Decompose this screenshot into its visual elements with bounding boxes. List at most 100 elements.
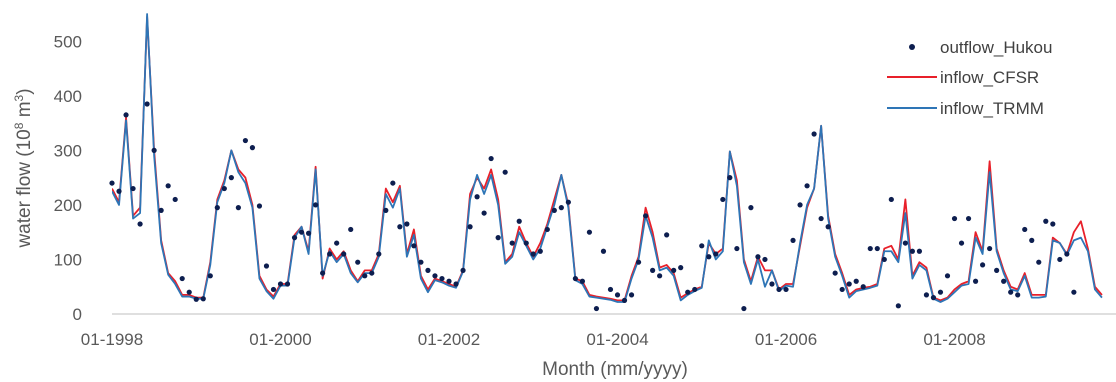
data-point-outflow-hukou [376,251,382,257]
data-point-outflow-hukou [853,278,859,284]
data-point-outflow-hukou [741,305,747,312]
data-point-outflow-hukou [291,235,298,241]
data-point-outflow-hukou [509,240,515,246]
data-point-outflow-hukou [1029,237,1035,243]
plot-area [109,13,1116,315]
data-point-outflow-hukou [1050,221,1056,227]
y-tick-label: 200 [54,196,82,215]
data-point-outflow-hukou [987,245,993,252]
data-point-outflow-hukou [544,226,550,233]
data-point-outflow-hukou [923,292,930,298]
data-point-outflow-hukou [474,194,480,200]
data-point-outflow-hukou [418,259,424,265]
y-axis-title: water flow (108 m3) [12,88,35,248]
data-point-outflow-hukou [137,221,143,227]
data-point-outflow-hukou [1064,251,1070,257]
data-point-outflow-hukou [678,265,684,271]
data-point-outflow-hukou [713,251,719,257]
x-tick-label: 01-1998 [81,330,143,349]
y-axis-title-close: ) [14,88,35,94]
data-point-outflow-hukou [980,262,986,268]
data-point-outflow-hukou [397,224,403,230]
data-point-outflow-hukou [1015,292,1021,298]
data-point-outflow-hukou [762,256,768,263]
data-point-outflow-hukou [671,267,677,273]
data-point-outflow-hukou [495,235,501,241]
data-point-outflow-hukou [221,185,227,192]
data-point-outflow-hukou [369,270,375,276]
data-point-outflow-hukou [699,243,705,249]
data-point-outflow-hukou [277,281,284,287]
data-point-outflow-hukou [706,254,712,260]
data-point-outflow-hukou [586,229,593,235]
data-point-outflow-hukou [228,175,234,181]
data-point-outflow-hukou [172,196,178,203]
series-line-inflow-trmm [112,13,1103,303]
data-point-outflow-hukou [334,240,340,246]
data-point-outflow-hukou [811,131,817,137]
data-point-outflow-hukou [972,278,979,284]
data-point-outflow-hukou [348,226,354,233]
data-point-outflow-hukou [839,286,845,293]
data-point-outflow-hukou [593,305,600,312]
data-point-outflow-hukou [846,281,852,287]
data-point-outflow-hukou [537,248,543,254]
data-point-outflow-hukou [650,267,656,273]
data-point-outflow-hukou [895,303,901,309]
data-point-outflow-hukou [804,183,810,189]
data-point-outflow-hukou [1071,289,1077,295]
x-tick-label: 01-2002 [418,330,480,349]
data-point-outflow-hukou [1036,259,1042,265]
legend-item-outflow-hukou: outflow_Hukou [909,38,1052,57]
data-point-outflow-hukou [769,281,775,287]
data-point-outflow-hukou [664,232,670,238]
data-point-outflow-hukou [1022,226,1028,233]
data-point-outflow-hukou [642,213,649,219]
x-axis-ticks: 01-1998 01-2000 01-2002 01-2004 01-2006 01-20… [81,330,986,349]
data-point-outflow-hukou [488,155,494,162]
series-points-outflow-hukou [109,101,1077,312]
legend-label-outflow-hukou: outflow_Hukou [940,38,1052,57]
legend-marker-outflow-hukou [909,44,915,50]
data-point-outflow-hukou [305,230,312,236]
data-point-outflow-hukou [109,180,115,186]
legend-item-inflow-trmm: inflow_TRMM [887,99,1044,118]
data-point-outflow-hukou [685,289,691,295]
data-point-outflow-hukou [235,205,241,211]
data-point-outflow-hukou [242,137,248,144]
data-point-outflow-hukou [383,207,389,213]
data-point-outflow-hukou [1043,218,1049,224]
data-point-outflow-hukou [818,215,824,222]
data-point-outflow-hukou [327,251,333,257]
x-tick-label: 01-2004 [586,330,648,349]
data-point-outflow-hukou [355,259,361,265]
data-point-outflow-hukou [628,292,635,298]
data-point-outflow-hukou [755,254,761,260]
data-point-outflow-hukou [516,218,522,224]
data-point-outflow-hukou [481,210,487,216]
data-point-outflow-hukou [965,215,972,222]
data-point-outflow-hukou [916,248,923,254]
data-point-outflow-hukou [313,202,319,208]
data-point-outflow-hukou [123,112,129,118]
data-point-outflow-hukou [249,145,256,151]
y-axis-title-sup: 8 [12,122,26,129]
data-point-outflow-hukou [151,147,157,153]
data-point-outflow-hukou [270,286,277,293]
y-axis-title-unit: m [14,101,35,122]
y-axis-ticks: 0 100 200 300 400 500 [54,32,82,324]
data-point-outflow-hukou [783,286,789,293]
data-point-outflow-hukou [790,237,796,243]
data-point-outflow-hukou [179,275,185,282]
data-point-outflow-hukou [425,267,431,273]
data-point-outflow-hukou [362,273,368,279]
data-point-outflow-hukou [256,203,263,209]
data-point-outflow-hukou [446,278,452,284]
data-point-outflow-hukou [158,207,164,213]
data-point-outflow-hukou [467,224,473,230]
data-point-outflow-hukou [284,281,291,287]
data-point-outflow-hukou [951,215,958,222]
data-point-outflow-hukou [320,270,326,276]
data-point-outflow-hukou [958,240,965,246]
series-line-inflow-cfsr [112,15,1103,302]
